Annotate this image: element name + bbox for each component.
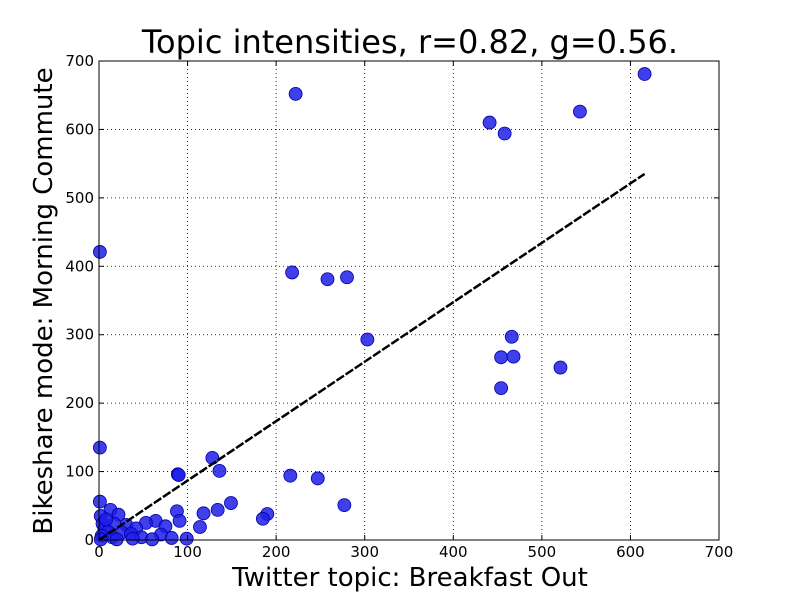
x-tick-label: 200 — [262, 543, 291, 561]
y-tick-label: 100 — [65, 463, 94, 481]
x-tick-label: 400 — [439, 543, 468, 561]
data-point — [164, 531, 179, 545]
data-point — [360, 332, 375, 347]
y-tick-label: 0 — [84, 531, 94, 549]
data-point — [212, 463, 227, 478]
data-point — [504, 329, 519, 344]
grid-lines — [99, 61, 719, 540]
data-point — [193, 520, 207, 534]
data-point — [340, 270, 354, 285]
x-tick-label: 600 — [616, 543, 645, 561]
y-axis-label: Bikeshare mode: Morning Commute — [29, 67, 59, 534]
data-point — [99, 512, 113, 527]
y-tick-label: 400 — [65, 257, 94, 275]
data-point — [288, 86, 303, 101]
x-tick-label: 100 — [173, 543, 202, 561]
y-tick-label: 300 — [65, 326, 94, 344]
data-point — [283, 468, 298, 483]
data-point — [210, 502, 225, 517]
plot-frame — [98, 60, 720, 541]
data-points — [92, 67, 652, 547]
data-point — [145, 532, 160, 547]
x-tick-label: 0 — [94, 543, 104, 561]
data-point — [494, 381, 509, 395]
data-point — [494, 350, 509, 365]
data-point — [255, 511, 270, 526]
data-point — [637, 67, 652, 81]
data-point — [179, 531, 194, 546]
x-axis-ticks: 0 100 200 300 400 500 600 700 — [94, 61, 733, 561]
data-point — [224, 496, 238, 510]
data-point — [482, 115, 497, 130]
data-point — [171, 468, 186, 482]
y-tick-label: 600 — [65, 120, 94, 138]
x-tick-label: 300 — [350, 543, 379, 561]
y-tick-label: 700 — [65, 52, 94, 70]
data-point — [109, 532, 124, 547]
data-point — [285, 265, 299, 280]
y-axis-ticks: 0 100 200 300 400 500 600 700 — [65, 52, 719, 549]
data-point — [172, 513, 187, 528]
data-point — [310, 471, 325, 486]
data-point — [125, 531, 140, 546]
x-tick-label: 500 — [528, 543, 557, 561]
data-point — [92, 440, 107, 455]
x-axis-label: Twitter topic: Breakfast Out — [231, 563, 588, 593]
data-point — [573, 104, 587, 119]
data-point — [196, 506, 211, 521]
data-point — [337, 498, 352, 513]
data-point — [553, 360, 568, 375]
data-point — [320, 272, 335, 287]
data-point — [497, 126, 512, 141]
y-tick-label: 500 — [65, 189, 94, 207]
fit-line — [98, 172, 646, 542]
chart-title: Topic intensities, r=0.82, g=0.56. — [141, 23, 678, 61]
x-tick-label: 700 — [705, 543, 734, 561]
data-point — [92, 494, 107, 509]
data-point — [506, 349, 521, 364]
data-point — [92, 245, 107, 259]
y-tick-label: 200 — [65, 394, 94, 412]
